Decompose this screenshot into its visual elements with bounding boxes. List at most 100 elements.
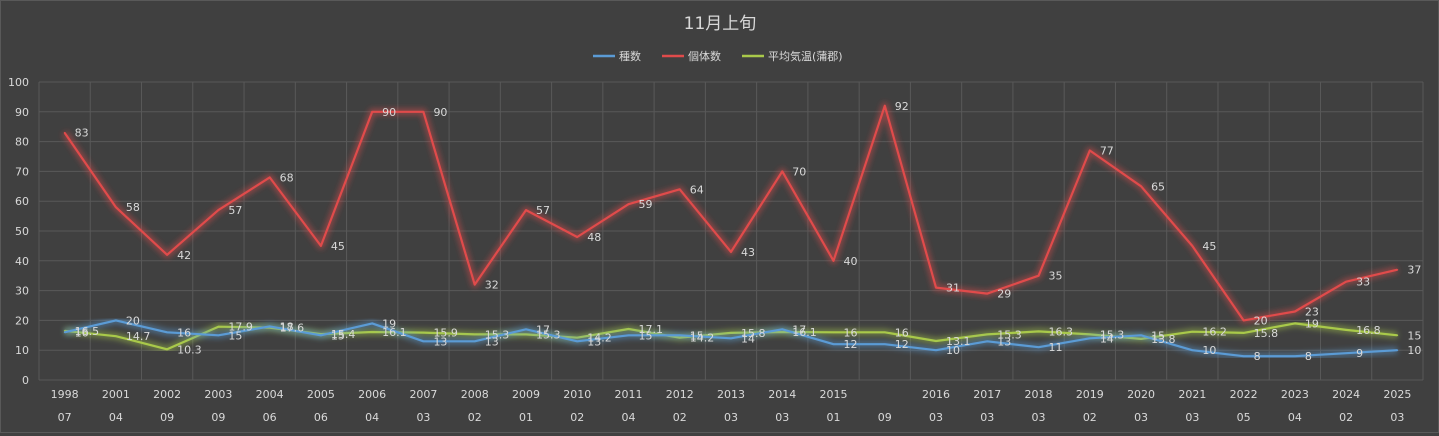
data-label: 15: [638, 329, 652, 342]
data-label: 15.8: [741, 327, 766, 340]
data-point: [730, 332, 732, 334]
data-point: [1140, 334, 1142, 337]
data-point: [986, 333, 989, 336]
data-point: [1294, 310, 1296, 313]
data-label: 40: [844, 255, 858, 268]
x-tick-year: 2023: [1281, 388, 1309, 401]
data-point: [473, 333, 476, 336]
data-label: 18: [280, 320, 294, 333]
data-label: 16: [75, 326, 89, 339]
data-label: 8: [1305, 350, 1312, 363]
x-tick-sub: 03: [929, 411, 943, 424]
data-label: 15.3: [997, 328, 1022, 341]
data-point: [320, 245, 322, 247]
x-tick-sub: 03: [1032, 411, 1046, 424]
data-point: [883, 343, 886, 346]
data-label: 15.9: [433, 327, 458, 340]
data-point: [1294, 322, 1296, 325]
data-label: 15: [1151, 329, 1165, 342]
x-tick-year: 2019: [1076, 388, 1104, 401]
legend-label: 個体数: [688, 49, 721, 63]
x-tick-sub: 03: [980, 411, 994, 424]
data-label: 43: [741, 246, 755, 259]
x-tick-sub: 02: [673, 411, 687, 424]
data-point: [1089, 149, 1091, 152]
data-point: [832, 260, 835, 262]
x-tick-sub: 03: [416, 411, 430, 424]
x-tick-sub: 04: [109, 411, 123, 424]
data-label: 15: [690, 329, 704, 342]
x-tick-sub: 01: [519, 411, 533, 424]
data-label: 15: [228, 329, 242, 342]
data-label: 92: [895, 100, 909, 113]
data-point: [627, 203, 630, 205]
data-label: 42: [177, 249, 191, 262]
data-point: [525, 328, 527, 331]
data-label: 15.4: [331, 328, 356, 341]
data-label: 12: [895, 338, 909, 351]
data-point: [217, 209, 220, 211]
data-label: 16: [844, 326, 858, 339]
data-label: 90: [382, 106, 396, 119]
data-point: [986, 340, 989, 343]
data-label: 83: [75, 127, 89, 140]
data-point: [935, 286, 937, 289]
data-label: 59: [638, 198, 652, 211]
x-tick-sub: 05: [1237, 411, 1251, 424]
y-tick-label: 0: [22, 374, 29, 387]
x-tick-sub: 03: [775, 411, 789, 424]
x-tick-year: 2025: [1383, 388, 1411, 401]
x-tick-sub: 03: [1134, 411, 1148, 424]
x-tick-sub: 09: [211, 411, 225, 424]
x-tick-year: 2015: [820, 388, 848, 401]
data-point: [63, 331, 66, 334]
x-tick-year: 2021: [1178, 388, 1206, 401]
x-tick-sub: 02: [1339, 411, 1353, 424]
data-label: 17: [536, 323, 550, 336]
data-label: 33: [1356, 276, 1370, 289]
data-point: [832, 343, 835, 346]
data-label: 8: [1254, 350, 1261, 363]
data-point: [1345, 352, 1347, 354]
y-tick-label: 60: [15, 195, 29, 208]
x-tick-year: 2007: [409, 388, 437, 401]
y-tick-label: 80: [15, 136, 29, 149]
data-point: [1037, 346, 1040, 349]
data-point: [1191, 245, 1194, 247]
series-glow: [61, 102, 1399, 324]
x-tick-year: 2020: [1127, 388, 1155, 401]
data-label: 45: [331, 240, 345, 253]
data-point: [730, 251, 732, 253]
data-label: 10: [1202, 344, 1216, 357]
data-point: [627, 328, 630, 330]
data-point: [1294, 355, 1296, 357]
data-label: 9: [1356, 347, 1363, 360]
data-label: 16.2: [1202, 326, 1227, 339]
data-label: 29: [997, 288, 1011, 301]
data-label: 13: [485, 335, 499, 348]
data-label: 19: [382, 317, 396, 330]
data-point: [166, 348, 168, 351]
data-point: [371, 331, 373, 333]
series-line: [63, 104, 1398, 322]
x-tick-sub: 03: [1185, 411, 1199, 424]
data-point: [883, 331, 886, 334]
data-point: [320, 334, 322, 337]
legend-label: 種数: [619, 49, 641, 63]
data-label: 58: [126, 201, 140, 214]
data-point: [883, 105, 886, 107]
x-tick-year: 2005: [307, 388, 335, 401]
x-tick-year: 2004: [256, 388, 284, 401]
data-label: 10: [946, 344, 960, 357]
x-tick-sub: 01: [827, 411, 841, 424]
data-point: [1396, 334, 1399, 337]
data-label: 13.1: [946, 335, 971, 348]
data-point: [166, 254, 168, 256]
data-point: [1037, 330, 1040, 333]
x-tick-year: 2013: [717, 388, 745, 401]
data-label: 16.1: [382, 326, 407, 339]
y-tick-label: 30: [15, 285, 29, 298]
data-label: 14: [741, 332, 755, 345]
data-point: [781, 170, 784, 173]
